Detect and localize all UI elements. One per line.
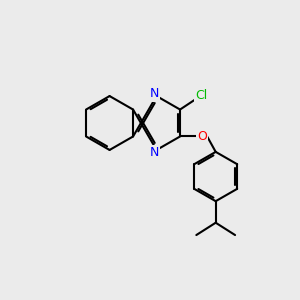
Text: N: N (149, 87, 159, 100)
Text: O: O (197, 130, 207, 143)
Text: Cl: Cl (196, 89, 208, 102)
Text: N: N (149, 146, 159, 159)
